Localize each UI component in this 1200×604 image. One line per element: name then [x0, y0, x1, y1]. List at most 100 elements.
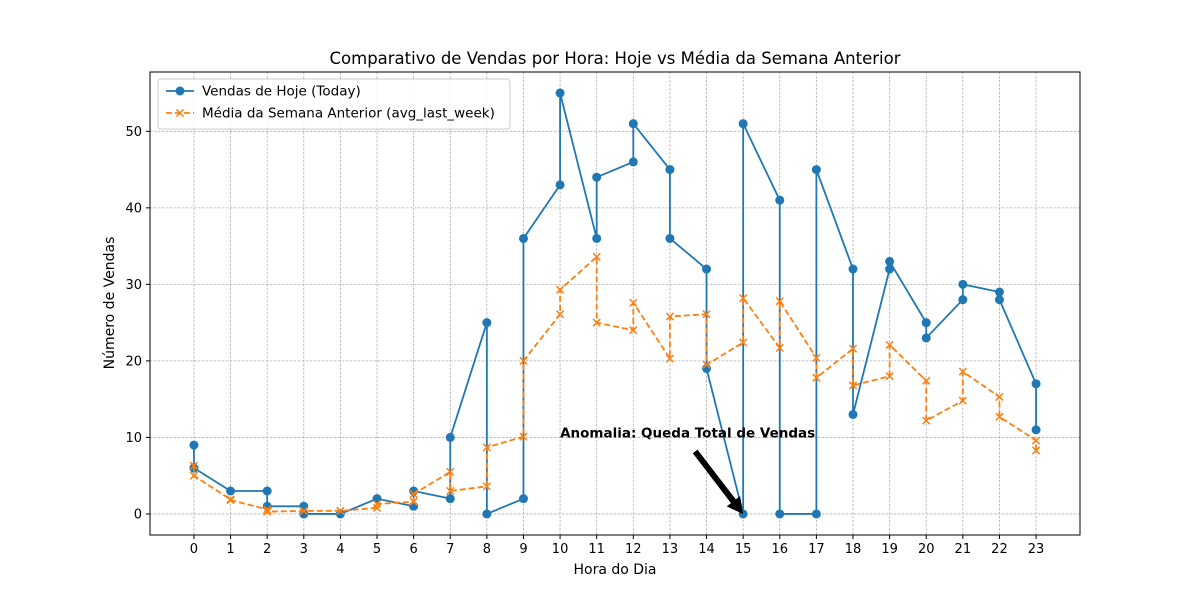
- y-tick-label: 10: [125, 431, 142, 446]
- data-point: [885, 340, 894, 349]
- data-point: [995, 412, 1004, 421]
- data-point: [482, 318, 492, 328]
- data-point: [921, 333, 931, 343]
- data-point: [482, 509, 492, 519]
- legend-box: [157, 78, 511, 130]
- data-point: [299, 501, 309, 511]
- series-line: [193, 255, 1037, 513]
- data-point: [665, 354, 675, 363]
- data-point: [995, 392, 1004, 401]
- data-point: [994, 295, 1004, 305]
- data-point: [592, 252, 601, 261]
- data-point: [263, 507, 272, 516]
- data-point: [299, 506, 308, 516]
- y-tick-label: 40: [125, 201, 142, 216]
- x-tick-label: 17: [808, 542, 825, 557]
- data-point: [739, 338, 748, 347]
- data-point: [958, 279, 968, 289]
- data-point: [812, 353, 821, 362]
- data-point: [994, 287, 1004, 297]
- data-point: [592, 233, 602, 243]
- data-point: [958, 367, 967, 376]
- data-point: [885, 264, 895, 274]
- x-tick-label: 13: [662, 542, 679, 557]
- x-tick-label: 20: [918, 542, 935, 557]
- data-point: [592, 172, 602, 182]
- legend: Vendas de Hoje (Today) Média da Semana An…: [157, 78, 511, 130]
- data-point: [921, 318, 931, 328]
- data-point: [775, 195, 785, 205]
- ticks: 0 1 2 3 4 5 6 7 8 9 10 11 12 13 14 15 16 17 18 19 20 21 22 2301…: [125, 125, 1044, 557]
- data-point: [885, 256, 895, 266]
- x-tick-label: 9: [519, 542, 527, 557]
- x-tick-label: 22: [991, 542, 1008, 557]
- data-point: [775, 343, 784, 353]
- y-tick-label: 0: [134, 507, 142, 522]
- data-point: [885, 372, 894, 381]
- x-tick-label: 4: [336, 542, 344, 557]
- data-point: [1031, 436, 1041, 445]
- data-point: [812, 373, 821, 382]
- x-tick-label: 15: [735, 542, 752, 557]
- annotation-arrow: [692, 449, 744, 514]
- y-tick-label: 50: [125, 125, 142, 140]
- data-point: [629, 326, 638, 335]
- x-tick-label: 7: [446, 542, 454, 557]
- data-point: [665, 233, 675, 243]
- data-point: [409, 501, 419, 511]
- data-point: [482, 482, 491, 491]
- data-point: [409, 489, 418, 499]
- data-point: [922, 376, 931, 385]
- x-tick-label: 14: [698, 542, 715, 557]
- data-point: [958, 396, 967, 405]
- series-avg-last-week: [189, 252, 1041, 516]
- x-tick-label: 18: [845, 542, 862, 557]
- chart-title: Comparativo de Vendas por Hora: Hoje vs …: [330, 49, 901, 68]
- x-tick-label: 8: [483, 542, 491, 557]
- x-tick-label: 3: [300, 542, 308, 557]
- data-point: [518, 233, 528, 243]
- data-point: [848, 381, 858, 390]
- data-point: [445, 432, 455, 442]
- data-point: [189, 461, 199, 470]
- data-point: [555, 180, 565, 190]
- data-point: [628, 157, 638, 167]
- data-point: [702, 360, 711, 369]
- data-point: [482, 443, 491, 452]
- data-point: [811, 165, 821, 175]
- data-point: [446, 467, 455, 476]
- data-point: [848, 264, 858, 274]
- legend-label: Vendas de Hoje (Today): [202, 84, 361, 100]
- data-point: [519, 432, 528, 441]
- y-tick-label: 30: [125, 278, 142, 293]
- legend-marker: [175, 86, 185, 96]
- data-point: [775, 509, 785, 519]
- data-point: [848, 409, 858, 419]
- x-axis-label: Hora do Dia: [573, 562, 656, 578]
- data-point: [555, 88, 565, 98]
- data-point: [262, 486, 272, 496]
- data-point: [738, 119, 748, 129]
- series-area: [189, 88, 1041, 519]
- data-point: [519, 356, 528, 366]
- legend-label: Média da Semana Anterior (avg_last_week): [202, 106, 495, 122]
- data-point: [189, 471, 199, 480]
- series-today: [189, 88, 1041, 519]
- annotation-group: Anomalia: Queda Total de Vendas: [560, 425, 815, 514]
- x-tick-label: 23: [1028, 542, 1045, 557]
- data-point: [848, 344, 858, 353]
- data-point: [555, 310, 565, 319]
- data-point: [446, 486, 455, 496]
- x-tick-label: 1: [226, 542, 234, 557]
- data-point: [811, 509, 821, 519]
- data-point: [629, 298, 638, 307]
- data-point: [336, 506, 345, 516]
- data-point: [739, 294, 748, 303]
- data-point: [1031, 446, 1041, 455]
- data-point: [445, 494, 455, 504]
- annotation-text: Anomalia: Queda Total de Vendas: [560, 425, 815, 441]
- data-point: [958, 295, 968, 305]
- x-tick-label: 2: [263, 542, 271, 557]
- data-point: [628, 119, 638, 129]
- x-tick-label: 6: [409, 542, 417, 557]
